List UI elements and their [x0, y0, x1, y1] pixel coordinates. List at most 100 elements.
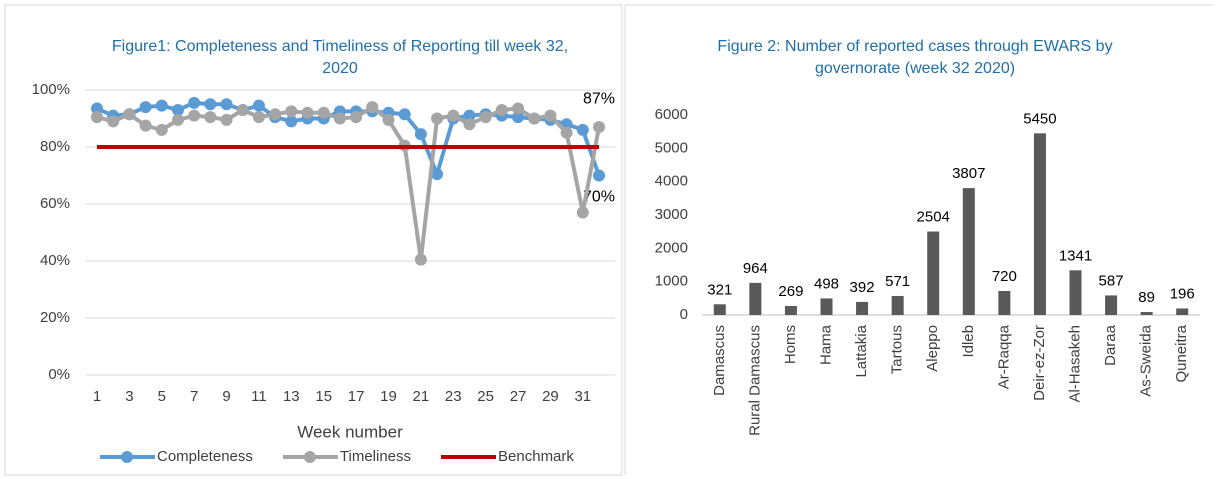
- point: [236, 103, 249, 116]
- point: [382, 113, 395, 126]
- data-label: 196: [1170, 285, 1195, 302]
- point: [139, 101, 152, 114]
- series-line: [96, 104, 601, 260]
- point: [204, 111, 217, 124]
- data-label: 70%: [583, 189, 615, 206]
- chart-title: Figure 2: Number of reported cases throu…: [717, 38, 1113, 77]
- x-tick-label: Quneitra: [1173, 324, 1190, 382]
- point: [252, 111, 265, 124]
- data-label: 392: [850, 279, 875, 296]
- legend-label: Timeliness: [340, 448, 411, 465]
- data-label: 720: [992, 268, 1017, 285]
- point: [107, 115, 120, 128]
- x-tick-label: 21: [413, 388, 430, 405]
- x-tick-label: 9: [222, 388, 230, 405]
- data-label: 2504: [917, 209, 950, 226]
- bar: [1069, 270, 1082, 315]
- point: [479, 111, 492, 124]
- point: [91, 102, 103, 115]
- point: [431, 112, 444, 125]
- bar: [891, 295, 904, 315]
- point: [301, 106, 314, 119]
- point: [512, 111, 525, 124]
- point: [414, 128, 427, 141]
- point: [285, 105, 298, 118]
- y-tick-label: 4000: [655, 173, 688, 190]
- point: [414, 253, 427, 266]
- point: [269, 108, 282, 121]
- bar: [962, 188, 975, 315]
- y-tick-label: 0%: [48, 366, 70, 383]
- point: [317, 106, 330, 119]
- x-tick-label: 25: [477, 388, 494, 405]
- data-label: 571: [885, 273, 910, 290]
- x-tick-label: 5: [158, 388, 166, 405]
- y-tick-label: 40%: [40, 252, 70, 269]
- y-tick-label: 0: [680, 306, 688, 323]
- y-tick-label: 2000: [655, 239, 688, 256]
- x-tick-label: 19: [380, 388, 397, 405]
- bar: [1105, 295, 1118, 315]
- chart-title: Figure1: Completeness and Timeliness of …: [111, 38, 569, 77]
- data-label: 321: [707, 281, 732, 298]
- x-tick-label: Rural Damascus: [746, 325, 763, 436]
- point: [139, 119, 152, 132]
- data-label: 5450: [1023, 110, 1056, 127]
- bar: [927, 231, 940, 315]
- x-tick-label: 1: [93, 388, 101, 405]
- point: [204, 98, 217, 111]
- data-label: 1341: [1059, 247, 1092, 264]
- data-label: 587: [1099, 272, 1124, 289]
- data-label: 269: [778, 283, 803, 300]
- point: [252, 99, 265, 112]
- point: [528, 112, 541, 125]
- point: [188, 96, 201, 109]
- x-tick-label: Lattakia: [853, 324, 870, 377]
- legend-marker: [303, 451, 316, 463]
- point: [447, 109, 460, 122]
- x-tick-label: 13: [283, 388, 300, 405]
- point: [123, 108, 136, 121]
- point: [220, 98, 233, 111]
- point: [560, 126, 573, 139]
- x-tick-label: Daraa: [1102, 324, 1119, 366]
- bar: [820, 298, 833, 315]
- point: [593, 121, 605, 134]
- panel-border: [4, 4, 623, 476]
- y-tick-label: 3000: [655, 206, 688, 223]
- data-label: 964: [743, 260, 768, 277]
- x-tick-label: As-Sweida: [1138, 324, 1155, 396]
- x-axis-label: Week number: [297, 422, 403, 441]
- point: [188, 109, 201, 122]
- x-tick-label: Al-Hasakeh: [1066, 325, 1083, 403]
- bar: [1176, 308, 1189, 315]
- y-tick-label: 20%: [40, 309, 70, 326]
- bar: [784, 306, 797, 315]
- x-tick-label: 29: [542, 388, 559, 405]
- y-tick-label: 80%: [40, 138, 70, 155]
- legend-label: Benchmark: [498, 448, 574, 465]
- y-tick-label: 5000: [655, 139, 688, 156]
- x-tick-label: Hama: [817, 324, 834, 365]
- point: [463, 118, 476, 131]
- bar: [749, 282, 762, 315]
- data-label: 498: [814, 275, 839, 292]
- point: [576, 123, 589, 136]
- data-label: 89: [1138, 289, 1155, 306]
- point: [220, 113, 233, 126]
- x-tick-label: Damascus: [711, 325, 728, 396]
- x-tick-label: Homs: [782, 325, 799, 364]
- point: [495, 103, 508, 116]
- point: [398, 108, 411, 121]
- x-tick-label: Idleb: [960, 325, 977, 358]
- x-tick-label: 7: [190, 388, 198, 405]
- bar: [1033, 133, 1046, 315]
- legend-marker: [121, 451, 133, 463]
- point: [155, 123, 168, 136]
- x-tick-label: Ar-Raqqa: [995, 324, 1012, 389]
- bar: [1140, 312, 1153, 315]
- x-tick-label: Tartous: [889, 325, 906, 374]
- bar: [856, 301, 869, 315]
